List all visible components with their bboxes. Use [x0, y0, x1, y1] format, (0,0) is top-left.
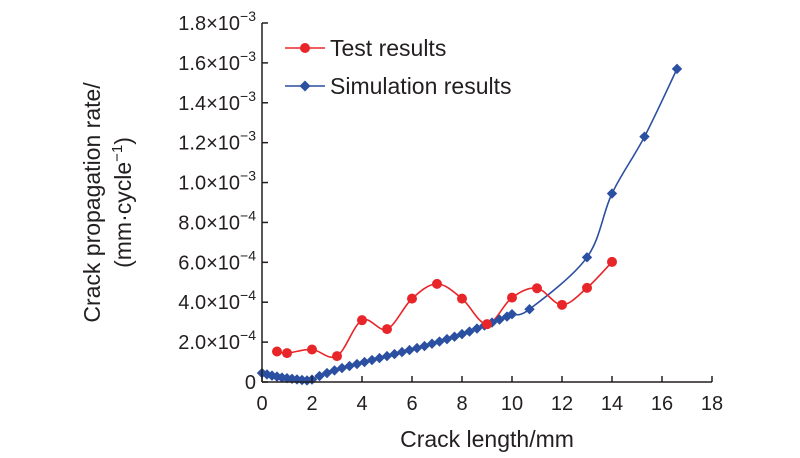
test-results-point — [357, 315, 367, 326]
test-results-point — [457, 293, 467, 304]
simulation-results-point — [351, 358, 363, 370]
legend: Test results Simulation results — [285, 35, 512, 99]
simulation-results-point — [464, 326, 475, 337]
x-tick-label: 6 — [406, 393, 417, 415]
simulation-results-point — [404, 344, 415, 356]
x-tick-label: 14 — [601, 393, 623, 415]
y-axis-title-unit-exponent: −1 — [109, 145, 126, 162]
test-results-point — [557, 299, 567, 310]
y-tick-label: 6.0×10−4 — [178, 247, 256, 274]
test-results-point — [432, 278, 442, 289]
x-tick-label: 8 — [456, 393, 467, 415]
test-results-point — [507, 292, 517, 303]
y-tick-label: 1.6×10−3 — [178, 48, 256, 75]
test-results-point — [272, 346, 282, 357]
test-results-point — [607, 256, 617, 267]
x-tick-label: 2 — [306, 393, 317, 415]
x-tick-label: 16 — [651, 393, 673, 415]
simulation-results-point — [471, 323, 483, 334]
legend-marker-simulation — [299, 80, 311, 92]
simulation-results-point — [494, 314, 505, 325]
x-tick-label: 4 — [356, 393, 367, 415]
test-results-point — [282, 348, 292, 359]
simulation-results-point — [396, 346, 408, 358]
simulation-results-point — [524, 304, 535, 315]
x-tick-label: 10 — [501, 393, 523, 415]
simulation-results-point — [639, 131, 650, 142]
x-tick-label: 0 — [256, 393, 267, 415]
x-ticks: 0 2 4 6 8 10 12 14 16 18 — [256, 376, 723, 415]
simulation-results-point — [671, 63, 683, 75]
y-tick-label: 1.0×10−3 — [178, 168, 256, 195]
simulation-results-point — [314, 370, 325, 382]
test-results-point — [332, 351, 342, 362]
y-tick-label: 1.4×10−3 — [178, 88, 256, 115]
simulation-results-point — [344, 360, 355, 372]
y-axis-title-close-paren: ) — [110, 137, 136, 145]
test-results-point — [307, 344, 317, 355]
y-tick-label: 2.0×10−4 — [178, 327, 256, 354]
y-axis-title-line1: Crack propagation rate/ — [79, 82, 105, 323]
test-results-point — [582, 282, 592, 293]
simulation-results-point — [411, 342, 423, 354]
test-results-point — [382, 324, 392, 335]
y-tick-label: 8.0×10−4 — [178, 207, 256, 234]
simulation-results-point — [366, 354, 378, 366]
simulation-results-point — [359, 356, 370, 368]
legend-label-simulation: Simulation results — [330, 73, 512, 99]
y-tick-label: 4.0×10−4 — [178, 287, 256, 314]
y-tick-label: 1.8×10−3 — [178, 8, 256, 35]
test-results-point — [407, 293, 417, 304]
simulation-results-point — [581, 252, 593, 263]
x-axis-title: Crack length/mm — [400, 426, 574, 452]
simulation-results-point — [606, 188, 618, 199]
plot-markers — [256, 63, 683, 386]
y-ticks: 0 2.0×10−4 4.0×10−4 6.0×10−4 8.0×10−4 1.0×10−… — [178, 8, 268, 394]
simulation-results-point — [389, 348, 400, 360]
y-tick-label: 0 — [245, 372, 256, 394]
simulation-results-point — [506, 308, 518, 320]
test-results-point — [482, 319, 492, 330]
axes — [261, 23, 712, 383]
simulation-results-point — [336, 362, 348, 374]
simulation-results-point — [426, 338, 438, 349]
y-axis-title-line2: (mm·cycle−1) — [109, 137, 136, 268]
legend-marker-test — [300, 43, 310, 53]
test-results-point — [532, 283, 542, 294]
y-axis-title: Crack propagation rate/ (mm·cycle−1) — [79, 82, 136, 323]
simulation-results-point — [381, 350, 393, 362]
simulation-results-point — [374, 352, 385, 364]
x-tick-label: 12 — [551, 393, 573, 415]
y-axis-title-unit: (mm·cycle — [110, 162, 136, 268]
x-tick-label: 18 — [701, 393, 723, 415]
legend-label-test: Test results — [330, 35, 446, 61]
y-tick-label: 1.2×10−3 — [178, 128, 256, 155]
